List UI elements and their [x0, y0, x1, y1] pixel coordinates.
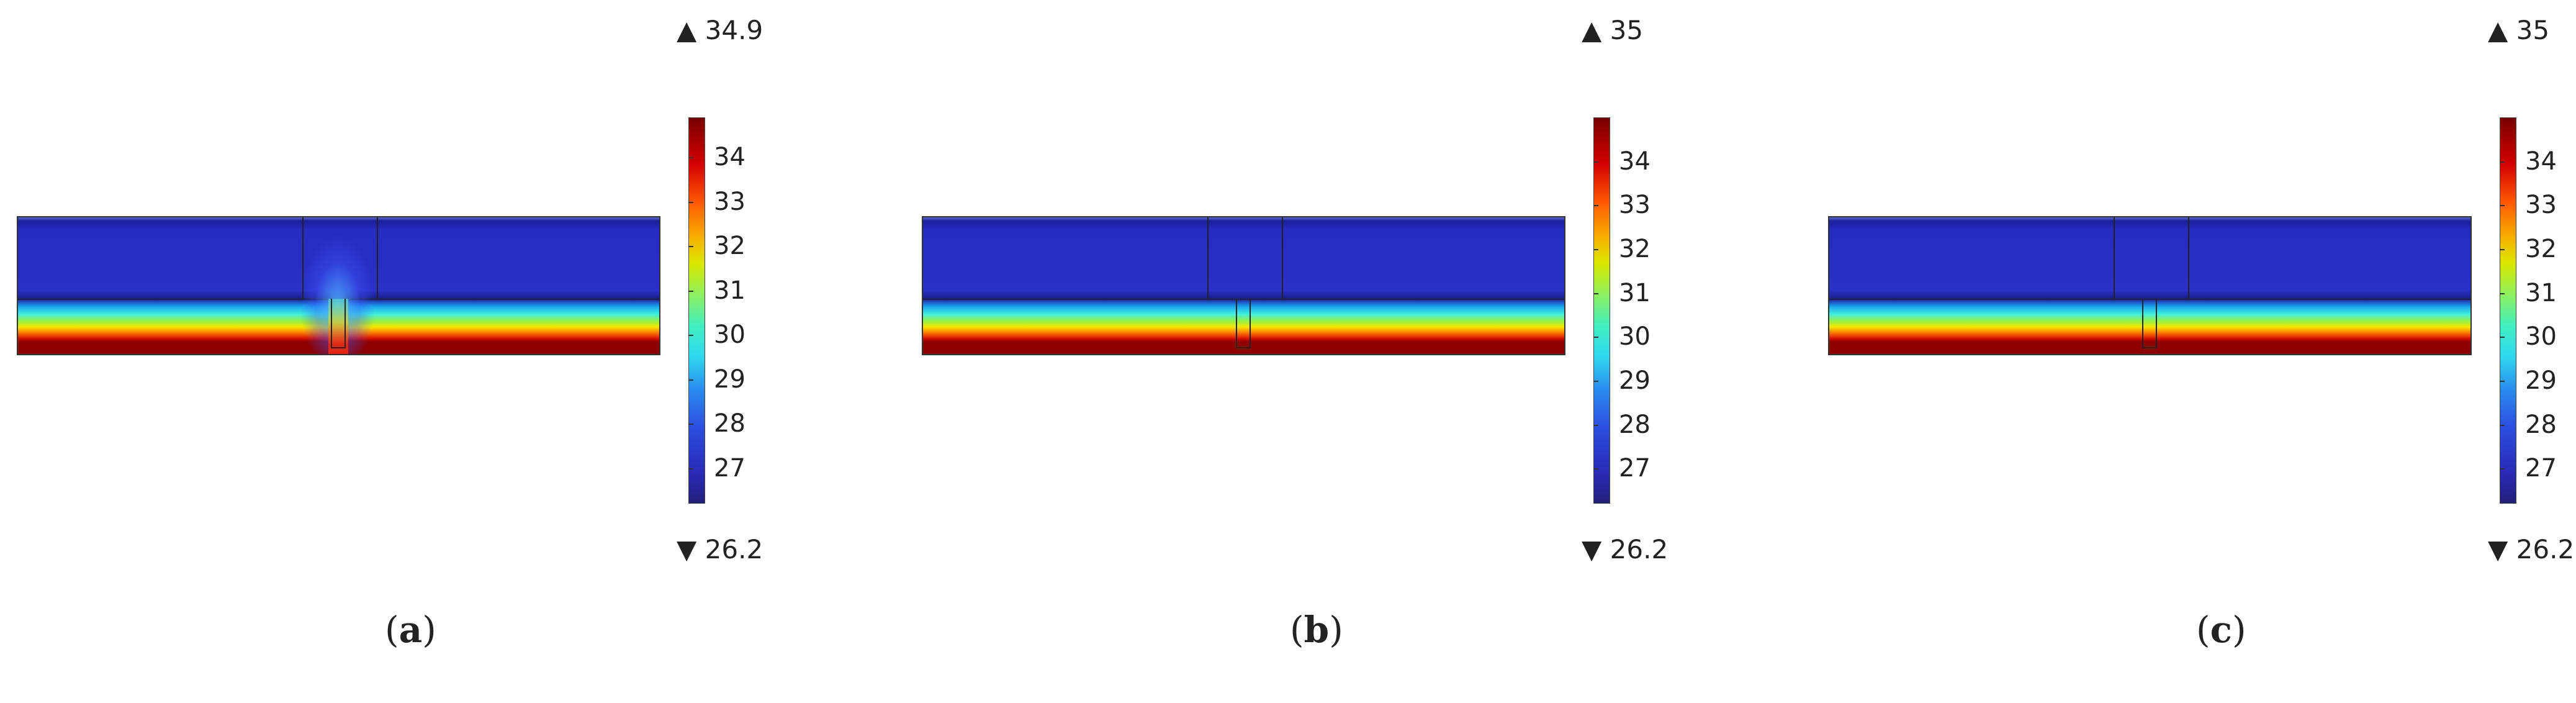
colorbar-min: ▼ 26.2: [1582, 534, 1669, 565]
colorbar-tick-label: 28: [714, 409, 745, 438]
colorbar-min: ▼ 26.2: [2488, 534, 2575, 565]
colorbar-tick-label: 32: [1619, 235, 1651, 264]
colorbar-tick-label: 29: [2525, 366, 2557, 396]
min-label: 26.2: [705, 534, 763, 565]
lower-domain: [923, 299, 1564, 354]
colorbar-tick: [688, 201, 693, 203]
colorbar-tick: [2500, 161, 2505, 163]
colorbar-tick: [688, 290, 693, 292]
colorbar-tick: [2500, 337, 2505, 338]
colorbar-tick: [1593, 249, 1598, 251]
colorbar-tick-label: 30: [1619, 322, 1651, 352]
panel-caption: (b): [1290, 609, 1343, 651]
panel-c: ▲ 35 ▼ 26.2 (c) 27 28 29 30 31 32 33 34: [1811, 0, 2576, 703]
domain-boundary: [1282, 217, 1283, 299]
panel-caption: (c): [2196, 609, 2246, 651]
colorbar-tick-label: 29: [714, 365, 745, 394]
colorbar-tick-label: 30: [2525, 322, 2557, 352]
colorbar-max: ▲ 34.9: [677, 15, 763, 45]
colorbar: [688, 117, 705, 504]
max-label: 35: [2516, 15, 2550, 45]
colorbar-tick: [688, 246, 693, 248]
lower-domain: [1829, 299, 2470, 354]
upper-domain: [923, 217, 1564, 299]
panel-a: ▲ 34.9 ▼ 26.2 (a) 27 28 29 30 31 32 33 34: [0, 0, 869, 703]
colorbar-tick: [1593, 337, 1598, 338]
domain-boundary: [377, 217, 378, 299]
caption-letter: a: [399, 609, 423, 651]
colorbar-tick: [2500, 293, 2505, 294]
colorbar-tick: [2500, 381, 2505, 383]
colorbar-tick-label: 33: [2525, 191, 2557, 220]
colorbar-tick: [2500, 468, 2505, 470]
colorbar-tick: [688, 335, 693, 337]
colorbar-tick: [2500, 424, 2505, 426]
domain-boundary: [2188, 217, 2189, 299]
colorbar-tick: [688, 157, 693, 159]
colorbar-tick-label: 33: [714, 187, 745, 216]
colorbar-tick-label: 27: [714, 453, 745, 483]
colorbar-tick-label: 33: [1619, 191, 1651, 220]
colorbar-tick: [1593, 205, 1598, 207]
max-label: 35: [1610, 15, 1644, 45]
colorbar-tick: [1593, 381, 1598, 383]
colorbar-tick: [1593, 293, 1598, 294]
colorbar-tick-label: 31: [714, 276, 745, 305]
temperature-field-plot: [922, 216, 1565, 355]
colorbar-tick-label: 27: [1619, 454, 1651, 483]
min-label: 26.2: [1610, 534, 1669, 565]
domain-boundary: [1207, 217, 1209, 299]
colorbar-tick-label: 31: [1619, 278, 1651, 307]
colorbar-tick: [1593, 424, 1598, 426]
colorbar-tick-label: 34: [2525, 147, 2557, 176]
colorbar-tick: [688, 424, 693, 425]
temperature-field-plot: [17, 216, 660, 355]
colorbar-tick: [1593, 468, 1598, 470]
min-label: 26.2: [2516, 534, 2575, 565]
temperature-field-plot: [1828, 216, 2472, 355]
domain-boundary: [302, 217, 304, 299]
panel-caption: (a): [385, 609, 436, 651]
caption-letter: b: [1304, 609, 1330, 651]
colorbar-min: ▼ 26.2: [677, 534, 763, 565]
colorbar-max: ▲ 35: [2488, 15, 2550, 45]
inner-block: [331, 299, 346, 348]
colorbar-tick-label: 29: [1619, 366, 1651, 396]
colorbar-tick: [2500, 205, 2505, 207]
colorbar-tick-label: 34: [714, 143, 745, 172]
inner-block: [2142, 299, 2157, 348]
max-label: 34.9: [705, 15, 763, 45]
colorbar-tick-label: 32: [2525, 235, 2557, 264]
colorbar-tick-label: 27: [2525, 454, 2557, 483]
colorbar: [2500, 117, 2516, 504]
inner-block: [1236, 299, 1251, 348]
colorbar-tick: [2500, 249, 2505, 251]
colorbar-tick-label: 28: [1619, 410, 1651, 439]
colorbar-tick-label: 28: [2525, 410, 2557, 439]
domain-boundary: [2114, 217, 2115, 299]
colorbar-tick-label: 31: [2525, 278, 2557, 307]
caption-letter: c: [2210, 609, 2232, 651]
colorbar-tick-label: 30: [714, 320, 745, 350]
colorbar-tick-label: 34: [1619, 147, 1651, 176]
colorbar-max: ▲ 35: [1582, 15, 1644, 45]
colorbar-tick: [688, 379, 693, 381]
colorbar-tick-label: 32: [714, 232, 745, 261]
panel-b: ▲ 35 ▼ 26.2 (b) 27 28 29 30 31 32 33 34: [905, 0, 1774, 703]
colorbar-tick: [688, 468, 693, 469]
colorbar: [1593, 117, 1610, 504]
colorbar-tick: [1593, 161, 1598, 163]
upper-domain: [1829, 217, 2470, 299]
